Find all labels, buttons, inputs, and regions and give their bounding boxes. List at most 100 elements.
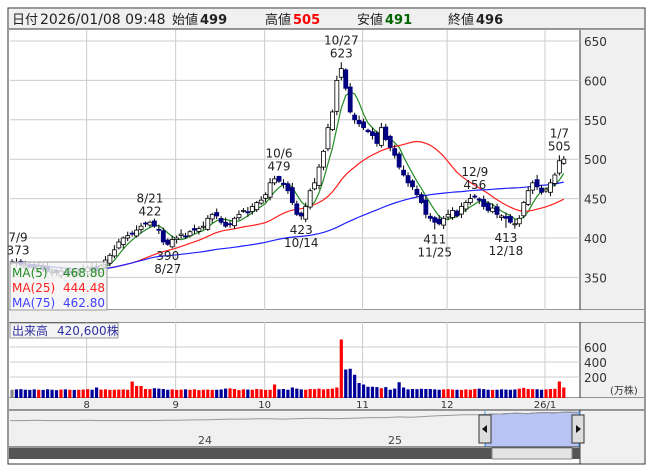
volume-bar bbox=[308, 389, 312, 398]
candle-body bbox=[254, 202, 260, 211]
candle-body bbox=[361, 121, 366, 129]
candle-body bbox=[396, 153, 402, 168]
candle-body bbox=[147, 221, 153, 226]
volume-bar bbox=[495, 389, 499, 398]
price-tick-label: 350 bbox=[584, 271, 607, 285]
navigator-year-label: 24 bbox=[198, 434, 212, 447]
annotation-date: 11/25 bbox=[417, 245, 452, 259]
navigator-right-handle[interactable] bbox=[571, 414, 585, 444]
annotation-value: 413 bbox=[494, 231, 517, 245]
candle-body bbox=[249, 206, 255, 212]
candle-body bbox=[138, 225, 144, 230]
candle-body bbox=[445, 213, 451, 218]
volume-bar bbox=[304, 389, 308, 398]
candle-body bbox=[365, 129, 371, 133]
volume-bar bbox=[375, 387, 379, 398]
candle-body bbox=[321, 150, 326, 168]
candle-body bbox=[543, 188, 549, 192]
volume-bars bbox=[10, 339, 566, 398]
candle-body bbox=[450, 210, 455, 218]
candle-body bbox=[258, 199, 264, 204]
candle-body bbox=[539, 187, 544, 193]
ma5-label: MA(5) bbox=[12, 266, 48, 280]
candle-body bbox=[236, 213, 242, 219]
candle-body bbox=[534, 179, 540, 188]
volume-bar bbox=[344, 369, 348, 398]
candle-body bbox=[289, 187, 295, 203]
candle-body bbox=[521, 202, 527, 217]
volume-bar bbox=[348, 368, 352, 398]
volume-bar bbox=[157, 388, 161, 398]
candle-body bbox=[281, 182, 286, 185]
volume-legend: 出来高 420,600株 bbox=[9, 322, 119, 339]
candle-body bbox=[267, 182, 273, 198]
volume-bar bbox=[491, 389, 495, 398]
candle-body bbox=[116, 241, 122, 249]
navigator-selection[interactable] bbox=[484, 411, 581, 448]
volume-bar bbox=[126, 389, 130, 398]
price-axis-panel bbox=[580, 30, 644, 398]
candle-body bbox=[512, 223, 518, 226]
volume-bar bbox=[410, 389, 415, 398]
volume-unit: (万株) bbox=[610, 384, 638, 397]
volume-bar bbox=[170, 389, 174, 398]
candle-body bbox=[454, 210, 460, 217]
candle-body bbox=[423, 199, 429, 215]
candle-body bbox=[418, 194, 424, 203]
navigator-scrollbar-track[interactable] bbox=[9, 448, 580, 459]
date-axis bbox=[9, 398, 644, 410]
annotation-value: 479 bbox=[268, 160, 291, 174]
candle-body bbox=[485, 202, 491, 211]
volume-bar bbox=[402, 387, 406, 398]
navigator-left-handle[interactable] bbox=[478, 414, 492, 444]
volume-bar bbox=[86, 389, 90, 398]
candle-body bbox=[378, 127, 384, 146]
volume-bar bbox=[459, 389, 464, 398]
volume-bar bbox=[112, 389, 116, 398]
candle-body bbox=[263, 194, 269, 199]
volume-bar bbox=[152, 388, 156, 398]
candle-body bbox=[370, 131, 375, 136]
candle-body bbox=[490, 207, 496, 213]
volume-bar bbox=[50, 389, 54, 398]
volume-bar bbox=[526, 389, 530, 398]
candle-body bbox=[325, 127, 331, 150]
volume-bar bbox=[281, 389, 286, 398]
candle-body bbox=[240, 210, 246, 212]
volume-bar bbox=[175, 389, 179, 398]
candle-body bbox=[507, 216, 513, 223]
volume-bar bbox=[531, 389, 535, 398]
ma75-label: MA(75) bbox=[12, 296, 55, 310]
candle-body bbox=[383, 126, 389, 140]
candle-body bbox=[436, 218, 442, 225]
candle-body bbox=[276, 175, 282, 182]
candle-body bbox=[200, 225, 206, 228]
candle-body bbox=[169, 239, 175, 248]
volume-bar bbox=[370, 386, 375, 398]
month-label: 12 bbox=[441, 400, 454, 411]
volume-bar bbox=[535, 389, 539, 398]
volume-bar bbox=[272, 384, 277, 398]
price-axis: 650 600 550 500 450 400 350 bbox=[584, 35, 607, 285]
volume-bar bbox=[406, 389, 410, 398]
annotation-date: 10/27 bbox=[324, 33, 359, 47]
candle-body bbox=[392, 148, 398, 156]
candle-body bbox=[338, 68, 344, 78]
volume-bar bbox=[241, 389, 245, 398]
volume-bar bbox=[477, 388, 481, 398]
range-navigator[interactable]: 24 25 bbox=[9, 410, 644, 464]
candle-body bbox=[316, 166, 322, 186]
candle-body bbox=[227, 223, 233, 226]
volume-bar bbox=[179, 389, 183, 398]
navigator-scrollbar-thumb[interactable] bbox=[491, 447, 573, 460]
volume-bar bbox=[259, 389, 263, 398]
volume-bar bbox=[10, 389, 14, 398]
candle-body bbox=[174, 237, 180, 240]
volume-bar bbox=[482, 389, 486, 398]
candle-body bbox=[151, 220, 157, 227]
candle-body bbox=[298, 212, 304, 217]
candle-body bbox=[214, 212, 220, 217]
volume-bar bbox=[246, 389, 250, 398]
volume-bar bbox=[232, 389, 237, 398]
candle-body bbox=[472, 195, 478, 198]
